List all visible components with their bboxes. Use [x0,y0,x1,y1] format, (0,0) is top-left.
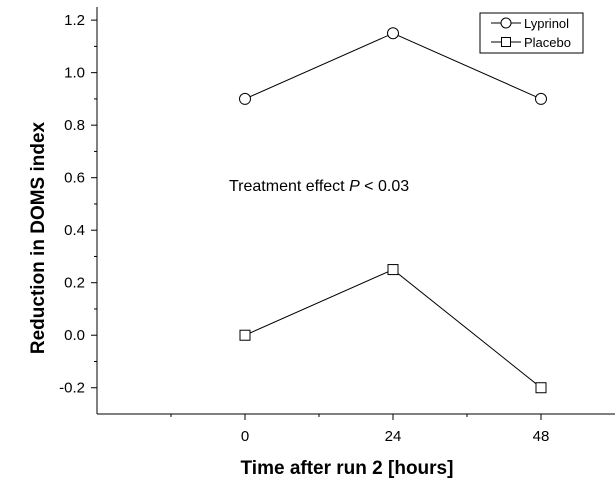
y-tick-label: 0.2 [64,275,85,292]
y-tick-label: 0.4 [64,222,85,239]
data-point-placebo [535,382,547,394]
x-axis-title: Time after run 2 [hours] [241,458,454,479]
x-axis: 0 24 48 [97,413,615,445]
data-point-placebo [387,264,399,276]
x-tick-label: 0 [241,428,249,445]
data-point-lyprinol [535,92,547,105]
legend: Lyprinol Placebo [479,12,584,54]
y-tick-label: 0.6 [64,170,85,187]
data-point-placebo [239,329,251,341]
y-tick-label: 1.2 [64,12,85,29]
series-line-placebo [244,269,542,389]
series-layer [239,27,547,394]
legend-marker-lyprinol [500,17,512,29]
y-axis-title: Reduction in DOMS index [28,121,49,354]
annotation-text: Treatment effect P < 0.03 [229,178,409,195]
data-point-lyprinol [387,27,399,40]
y-tick-label: -0.2 [59,380,85,397]
x-tick-label: 24 [385,428,402,445]
legend-box [479,12,584,54]
y-tick-label: 1.0 [64,65,85,82]
legend-label-placebo: Placebo [524,35,571,50]
y-axis: -0.2 0.0 0.2 0.4 0.6 0.8 1.0 1.2 [59,7,98,414]
legend-label-lyprinol: Lyprinol [524,16,569,31]
x-tick-label: 48 [533,428,550,445]
y-tick-label: 0.8 [64,117,85,134]
data-point-lyprinol [239,92,251,105]
legend-marker-placebo [501,37,511,47]
y-tick-label: 0.0 [64,327,85,344]
